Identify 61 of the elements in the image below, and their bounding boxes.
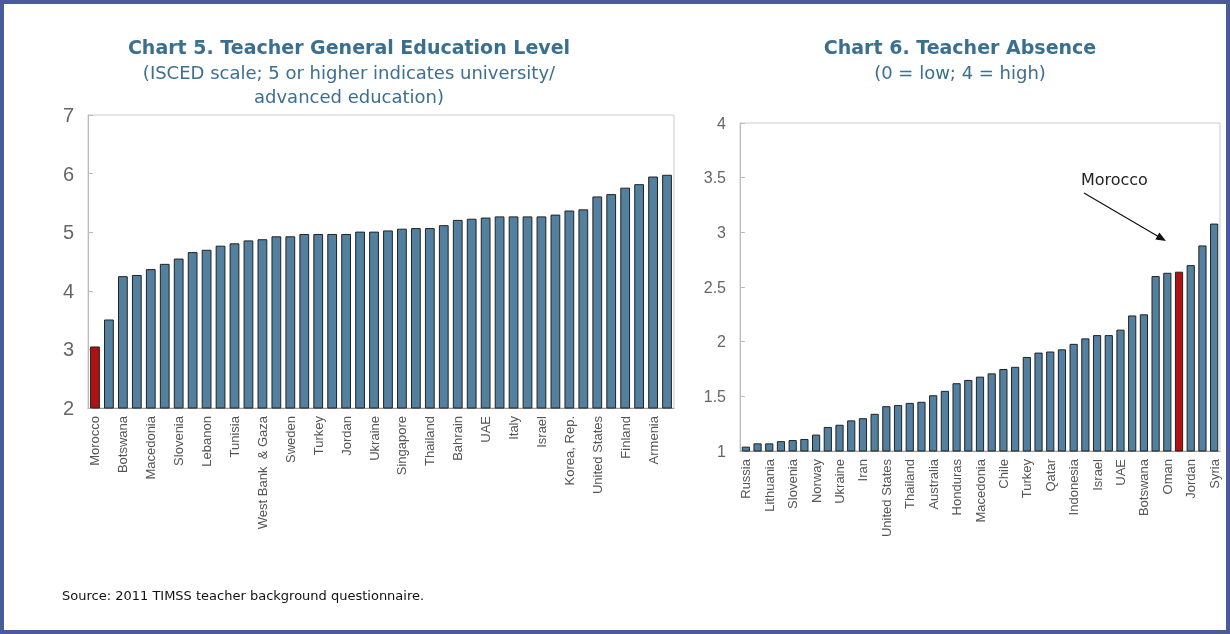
x-tick-label: Slovenia <box>785 458 801 509</box>
annotation: Morocco <box>1080 169 1148 189</box>
x-tick-label: Botswana <box>1136 458 1152 517</box>
y-tick-label: 3 <box>717 223 727 241</box>
x-tick-label: Norway <box>808 458 824 504</box>
x-tick-label: Ukraine <box>832 459 848 504</box>
x-tick-label: Korea, Rep. <box>561 416 577 486</box>
x-tick-label: Macedonia <box>972 458 988 523</box>
source-note: Source: 2011 TIMSS teacher background questionnaire. <box>62 588 425 603</box>
x-tick-label: Macedonia <box>143 415 159 480</box>
x-tick-label: Tunisia <box>227 415 242 458</box>
x-tick-label: Singapore <box>394 416 410 476</box>
x-tick-label: Israel <box>533 415 549 448</box>
x-tick-label: UAE <box>478 415 494 443</box>
x-tick-label: Iran <box>855 459 871 482</box>
y-tick-label: 5 <box>62 221 74 244</box>
x-tick-label: Thailand <box>902 459 918 509</box>
x-tick-label: Syria <box>1206 458 1222 489</box>
y-tick-label: 1.5 <box>703 387 727 405</box>
x-tick-label: Oman <box>1159 459 1175 495</box>
x-tick-label: West Bank & Gaza <box>254 415 270 530</box>
x-tick-label: Jordan <box>1183 459 1199 499</box>
y-tick-label: 7 <box>62 104 74 126</box>
x-tick-label: Honduras <box>949 458 965 516</box>
x-tick-label: Ukraine <box>366 416 382 461</box>
x-tick-label: Morocco <box>87 416 103 466</box>
x-tick-label: Slovenia <box>171 415 187 466</box>
x-tick-label: Armenia <box>645 415 661 465</box>
x-tick-label: Sweden <box>282 416 298 463</box>
x-tick-label: Lebanon <box>199 416 215 467</box>
x-tick-label: Russia <box>738 458 754 499</box>
chart-subtitle: (0 = low; 4 = high) <box>874 61 1046 83</box>
x-tick-label: Israel <box>1089 458 1105 491</box>
chart-title: Chart 6. Teacher Absence <box>823 35 1097 58</box>
x-tick-label: UAE <box>1112 458 1128 486</box>
x-tick-label: Australia <box>925 458 941 510</box>
x-tick-label: Finland <box>617 416 633 459</box>
y-tick-label: 2.5 <box>703 278 727 296</box>
x-tick-label: Indonesia <box>1066 458 1082 516</box>
x-tick-label: United States <box>878 458 894 538</box>
x-tick-label: Thailand <box>422 416 438 466</box>
x-tick-label: Italy <box>506 415 522 440</box>
x-tick-label: United States <box>589 415 605 495</box>
x-tick-label: Jordan <box>338 416 354 456</box>
x-tick-label: Chile <box>995 459 1011 489</box>
x-tick-label: Qatar <box>1042 458 1058 492</box>
y-tick-label: 2 <box>717 333 727 351</box>
y-tick-label: 4 <box>717 114 727 132</box>
y-tick-label: 4 <box>62 279 74 302</box>
chart-title: Chart 5. Teacher General Education Level <box>127 35 571 58</box>
y-tick-label: 1 <box>717 442 727 460</box>
x-tick-label: Turkey <box>1019 458 1035 499</box>
x-tick-label: Botswana <box>115 415 131 474</box>
x-tick-label: Lithuania <box>761 458 777 512</box>
x-tick-label: Bahrain <box>450 416 466 461</box>
x-tick-label: Turkey <box>310 415 326 456</box>
y-tick-label: 6 <box>62 162 74 185</box>
y-tick-label: 3.5 <box>703 169 727 187</box>
chart-subtitle: (ISCED scale; 5 or higher indicates university/advanced education) <box>142 61 557 107</box>
y-tick-label: 3 <box>62 338 74 361</box>
y-tick-label: 2 <box>62 397 74 419</box>
